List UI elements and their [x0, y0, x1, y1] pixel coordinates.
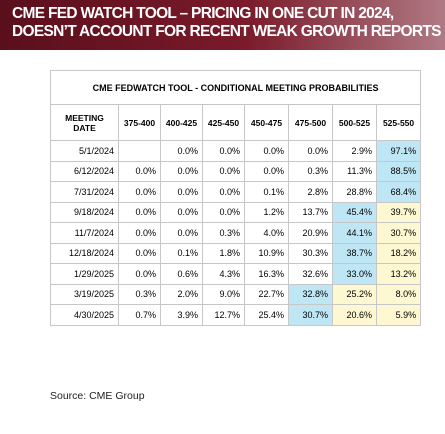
probability-cell: 0.0% [160, 181, 203, 203]
table-row: 3/19/2025 0.3% 2.0% 9.0% 22.7% 32.8% 25.2% 8.0% [50, 283, 422, 305]
probability-cell: 0.0% [118, 160, 161, 182]
probability-cell: 39.7% [375, 201, 422, 223]
probability-cell: 25.2% [332, 283, 377, 305]
probability-cell: 33.0% [332, 263, 377, 285]
probability-cell: 28.8% [332, 181, 377, 203]
probability-cell: 0.3% [118, 283, 161, 305]
probability-cell: 0.0% [118, 201, 161, 223]
column-header: 375-400 [118, 104, 161, 141]
probability-cell: 0.0% [288, 140, 333, 162]
probability-cell: 3.9% [160, 304, 203, 326]
probability-cell: 0.0% [160, 201, 203, 223]
probability-cell: 18.2% [375, 242, 422, 264]
probability-cell: 25.4% [244, 304, 289, 326]
meeting-date-cell: 4/30/2025 [50, 304, 119, 326]
table-row: 9/18/2024 0.0% 0.0% 0.0% 1.2% 13.7% 45.4% 39.7% [50, 201, 422, 223]
probability-cell: 0.3% [288, 160, 333, 182]
probability-cell: 12.7% [202, 304, 245, 326]
probability-cell: 10.9% [244, 242, 289, 264]
table-row: 11/7/2024 0.0% 0.0% 0.3% 4.0% 20.9% 44.1% 30.7% [50, 222, 422, 244]
probability-cell: 8.0% [375, 283, 422, 305]
probability-cell: 0.0% [160, 140, 203, 162]
probability-cell: 97.1% [375, 140, 422, 162]
column-header: 500-525 [332, 104, 377, 141]
header-line-2: DOESN’T ACCOUNT FOR RECENT WEAK GROWTH R… [12, 23, 441, 40]
probability-cell: 4.3% [202, 263, 245, 285]
probability-cell: 13.7% [288, 201, 333, 223]
meeting-date-cell: 12/18/2024 [50, 242, 119, 264]
probability-cell: 2.9% [332, 140, 377, 162]
table-row: 1/29/2025 0.0% 0.6% 4.3% 16.3% 32.6% 33.0% 13.2… [50, 263, 422, 285]
meeting-date-cell: 3/19/2025 [50, 283, 119, 305]
meeting-date-cell: 1/29/2025 [50, 263, 119, 285]
meeting-date-cell: 6/12/2024 [50, 160, 119, 182]
probability-cell [118, 140, 161, 162]
meeting-date-cell: 9/18/2024 [50, 201, 119, 223]
probability-cell: 32.6% [288, 263, 333, 285]
probability-cell: 13.2% [375, 263, 422, 285]
probability-cell: 5.9% [375, 304, 422, 326]
probability-cell: 30.7% [375, 222, 422, 244]
probability-cell: 20.6% [332, 304, 377, 326]
probability-cell: 0.1% [160, 242, 203, 264]
probability-cell: 0.0% [118, 263, 161, 285]
table-row: 5/1/2024 0.0% 0.0% 0.0% 0.0% 2.9% 97.1% [50, 140, 422, 162]
probability-cell: 4.0% [244, 222, 289, 244]
column-header: 475-500 [288, 104, 333, 141]
table-row: 6/12/2024 0.0% 0.0% 0.0% 0.0% 0.3% 11.3% 88.5% [50, 160, 422, 182]
probability-cell: 68.4% [375, 181, 422, 203]
column-header: 450-475 [244, 104, 289, 141]
table-row: 12/18/2024 0.0% 0.1% 1.8% 10.9% 30.3% 38.7% 18.… [50, 242, 422, 264]
probability-cell: 2.0% [160, 283, 203, 305]
probability-cell: 44.1% [332, 222, 377, 244]
header-line-1: CME FED WATCH TOOL – PRICING IN ONE CUT … [12, 5, 394, 22]
probability-cell: 0.0% [244, 160, 289, 182]
meeting-date-cell: 11/7/2024 [50, 222, 119, 244]
probability-cell: 38.7% [332, 242, 377, 264]
probability-cell: 0.0% [160, 160, 203, 182]
meeting-date-cell: 5/1/2024 [50, 140, 119, 162]
probability-cell: 0.0% [202, 201, 245, 223]
table-row: 7/31/2024 0.0% 0.0% 0.0% 0.1% 2.8% 28.8% 68.4% [50, 181, 422, 203]
column-header-row: MEETING DATE 375-400 400-425 425-450 450-475… [50, 104, 422, 141]
column-header: 525-550 [375, 104, 422, 141]
probability-cell: 0.0% [118, 181, 161, 203]
probability-cell: 0.0% [118, 222, 161, 244]
probability-cell: 88.5% [375, 160, 422, 182]
probability-cell: 30.7% [288, 304, 333, 326]
probability-cell: 9.0% [202, 283, 245, 305]
column-header: 400-425 [160, 104, 203, 141]
probability-cell: 0.0% [202, 160, 245, 182]
probability-cell: 0.1% [244, 181, 289, 203]
table-title: CME FEDWATCH TOOL - CONDITIONAL MEETING … [49, 70, 422, 105]
probability-cell: 16.3% [244, 263, 289, 285]
probability-table-wrap: CME FEDWATCH TOOL - CONDITIONAL MEETING … [49, 70, 422, 326]
probability-cell: 11.3% [332, 160, 377, 182]
probability-cell: 30.3% [288, 242, 333, 264]
table-body: 5/1/2024 0.0% 0.0% 0.0% 0.0% 2.9% 97.1% 6/12/20… [50, 140, 422, 326]
source-note: Source: CME Group [50, 390, 145, 402]
probability-cell: 0.7% [118, 304, 161, 326]
page-header: CME FED WATCH TOOL – PRICING IN ONE CUT … [0, 0, 445, 50]
column-header: 425-450 [202, 104, 245, 141]
probability-cell: 20.9% [288, 222, 333, 244]
probability-table: CME FEDWATCH TOOL - CONDITIONAL MEETING … [49, 70, 422, 326]
probability-cell: 0.0% [244, 140, 289, 162]
probability-cell: 0.3% [202, 222, 245, 244]
probability-cell: 0.0% [118, 242, 161, 264]
column-header: MEETING DATE [50, 104, 119, 141]
table-row: 4/30/2025 0.7% 3.9% 12.7% 25.4% 30.7% 20.6% 5.9… [50, 304, 422, 326]
probability-cell: 1.2% [244, 201, 289, 223]
probability-cell: 2.8% [288, 181, 333, 203]
probability-cell: 22.7% [244, 283, 289, 305]
probability-cell: 45.4% [332, 201, 377, 223]
probability-cell: 0.0% [202, 181, 245, 203]
meeting-date-cell: 7/31/2024 [50, 181, 119, 203]
probability-cell: 0.0% [160, 222, 203, 244]
probability-cell: 0.0% [202, 140, 245, 162]
probability-cell: 1.8% [202, 242, 245, 264]
probability-cell: 32.8% [288, 283, 333, 305]
probability-cell: 0.6% [160, 263, 203, 285]
